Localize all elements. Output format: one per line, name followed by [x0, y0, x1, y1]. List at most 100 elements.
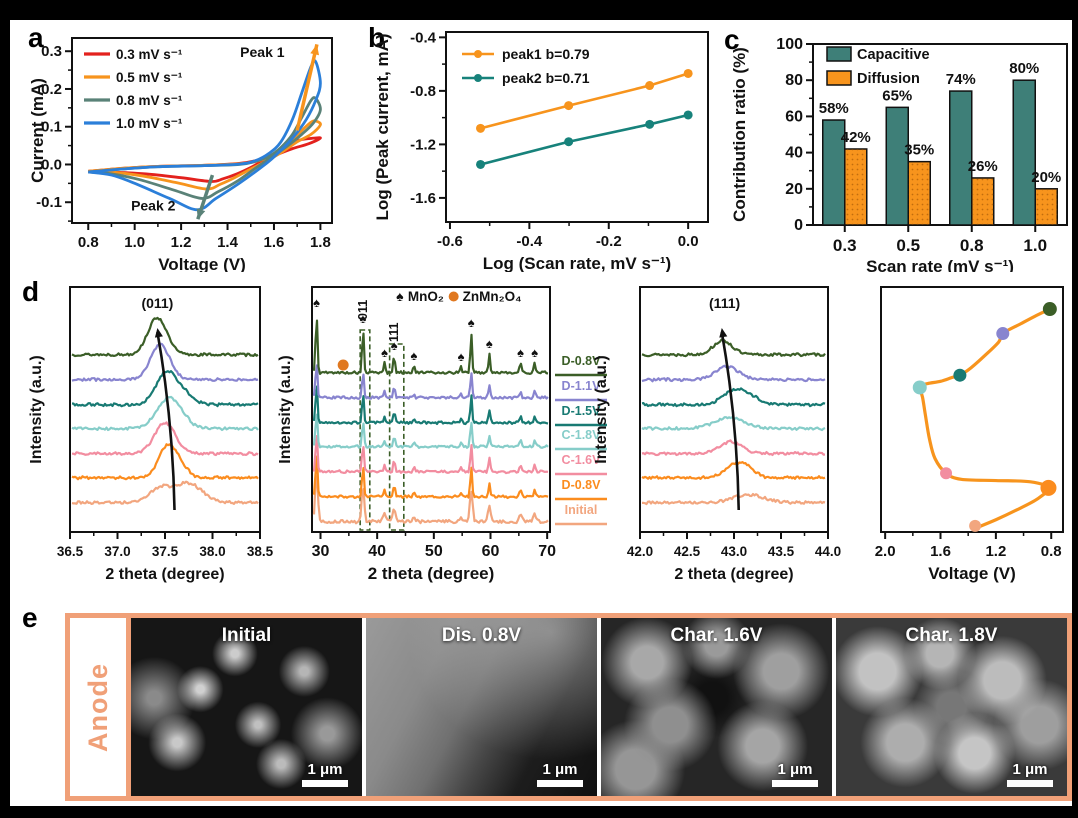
y-tick-label: -0.8	[410, 83, 436, 100]
xrd-trace	[641, 387, 826, 408]
y-axis-label: Current (mA)	[30, 78, 47, 183]
y-tick-label: 60	[785, 108, 803, 125]
state-label: D-0.8V	[562, 478, 602, 492]
y-tick-label: -0.1	[36, 194, 62, 211]
x-tick-label: 1.2	[171, 234, 192, 251]
state-label: C-1.6V	[562, 453, 602, 467]
category-label: 0.8	[960, 236, 984, 255]
x-tick-label: 43.5	[768, 544, 795, 559]
panel-d-xrd-011-zoom: 36.5 37.0 37.5 38.0 38.5 2 theta (degree) Inte…	[28, 286, 274, 583]
peak-index-label: 011	[356, 300, 370, 320]
y-tick-label: 0	[794, 217, 803, 234]
x-tick-label: 30	[312, 543, 330, 560]
scale-bar: 1 μm	[772, 761, 818, 787]
x-axis-label: 2 theta (degree)	[368, 564, 495, 583]
x-tick-label: 1.8	[310, 234, 331, 251]
x-tick-label: 40	[368, 543, 386, 560]
state-label: D-1.5V	[562, 404, 602, 418]
scale-bar-rule	[1007, 780, 1053, 787]
panel-d-voltage-profile: 2.0 1.6 1.2 0.8 Voltage (V)	[875, 286, 1064, 583]
x-tick-label: 36.5	[57, 544, 84, 559]
plot-frame	[69, 286, 261, 533]
peak-index-label: 111	[387, 322, 401, 342]
sem-image-strip: Initial 1 μm Dis. 0.8V 1 μm Char. 1.6V 1…	[131, 618, 1067, 796]
xrd-trace	[72, 421, 259, 457]
y-tick-label: 40	[785, 145, 803, 162]
annotation: Peak 1	[240, 44, 285, 60]
y-tick-label: -0.4	[410, 29, 437, 46]
plot-frame	[445, 31, 709, 223]
y-axis-label: Log (Peak current, mA)	[373, 33, 392, 220]
bar-value-label: 26%	[968, 158, 998, 175]
scale-bar-text: 1 μm	[777, 761, 813, 778]
fit-line-0	[480, 72, 689, 130]
sem-image-title: Dis. 0.8V	[441, 625, 522, 646]
xrd-trace	[641, 338, 826, 358]
legend-label: MnO₂	[408, 289, 444, 304]
x-tick-label: 44.0	[815, 544, 841, 559]
x-tick-label: 70	[538, 543, 556, 560]
state-dot-D-1.1V	[996, 327, 1010, 341]
data-point	[564, 137, 574, 147]
znmn2o4-peak-marker	[337, 359, 349, 371]
mno2-peak-marker: ♠	[486, 336, 493, 351]
x-tick-label: 42.0	[627, 544, 653, 559]
y-tick-label: 0.3	[41, 43, 62, 60]
xrd-trace	[71, 342, 259, 382]
scale-bar-text: 1 μm	[307, 761, 343, 778]
scale-bar: 1 μm	[1007, 761, 1053, 787]
plot-frame	[880, 286, 1064, 533]
legend-label: peak2 b=0.71	[502, 70, 590, 86]
y-axis-label: Contribution ratio (%)	[730, 47, 749, 222]
x-tick-label: 1.2	[985, 543, 1006, 560]
x-tick-label: 42.5	[674, 544, 701, 559]
panel-d-xrd-full: 30 40 50 60 70 2 theta (degree) Intensity (a.u…	[278, 286, 607, 583]
data-point	[683, 68, 693, 78]
category-label: 0.3	[833, 236, 857, 255]
scale-bar-rule	[302, 780, 348, 787]
legend-label: peak1 b=0.79	[502, 46, 590, 62]
capacitive-bar	[1012, 79, 1036, 226]
x-axis-label: 2 theta (degree)	[674, 566, 793, 583]
anode-label-box: Anode	[70, 618, 126, 796]
x-tick-label: -0.4	[516, 233, 543, 250]
state-dot-D-1.5V	[953, 368, 967, 382]
scale-bar: 1 μm	[302, 761, 348, 787]
scale-bar-text: 1 μm	[542, 761, 578, 778]
anode-label: Anode	[82, 662, 113, 752]
bar-value-label: 80%	[1009, 60, 1039, 77]
bar-value-label: 74%	[946, 71, 976, 88]
sem-image-initial: Initial 1 μm	[131, 618, 362, 796]
category-label: 0.5	[896, 236, 920, 255]
xrd-trace	[641, 364, 826, 383]
xrd-trace	[312, 364, 549, 401]
xrd-trace	[312, 413, 549, 449]
legend-label: 0.3 mV s⁻¹	[116, 47, 183, 62]
sem-image-title: Char. 1.6V	[670, 625, 763, 646]
mno2-peak-marker: ♠	[313, 295, 320, 310]
peak-label: (111)	[709, 295, 740, 311]
fit-line-1	[480, 113, 689, 166]
bar-value-label: 20%	[1031, 169, 1061, 186]
data-point	[476, 123, 486, 133]
y-axis-label: Intensity (a.u.)	[593, 355, 610, 463]
peak-shift-arrow	[720, 331, 740, 511]
xrd-trace	[71, 316, 259, 358]
arrow-head	[196, 208, 206, 220]
x-tick-label: 0.0	[678, 233, 699, 250]
annotation: Peak 2	[131, 198, 176, 214]
panel-letter-e: e	[22, 602, 38, 633]
capacitive-bar	[885, 106, 909, 226]
xrd-trace	[312, 385, 549, 426]
y-tick-label: 100	[776, 36, 803, 53]
state-dot-Initial	[969, 519, 982, 532]
peak-shift-arrow	[156, 331, 176, 511]
peak-label: (011)	[141, 295, 173, 311]
panel-letter-d: d	[22, 276, 40, 307]
y-tick-label: 80	[785, 72, 803, 89]
state-dot-C-1.6V	[940, 467, 953, 480]
x-tick-label: 37.0	[104, 544, 130, 559]
panel-letter-b: b	[368, 22, 386, 53]
scale-bar-rule	[772, 780, 818, 787]
panel-d-xrd-111-zoom: 42.0 42.5 43.0 43.5 44.0 2 theta (degree) Inte…	[593, 286, 841, 583]
